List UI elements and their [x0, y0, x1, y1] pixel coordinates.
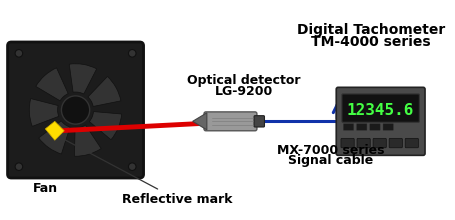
FancyBboxPatch shape: [341, 138, 354, 148]
Wedge shape: [39, 121, 70, 154]
FancyBboxPatch shape: [373, 138, 386, 148]
FancyBboxPatch shape: [357, 138, 370, 148]
FancyBboxPatch shape: [336, 87, 425, 155]
Wedge shape: [29, 99, 59, 126]
Text: Reflective mark: Reflective mark: [61, 138, 233, 206]
Circle shape: [15, 50, 23, 57]
FancyBboxPatch shape: [383, 124, 394, 130]
FancyBboxPatch shape: [389, 138, 402, 148]
FancyBboxPatch shape: [204, 112, 257, 131]
Text: LG-9200: LG-9200: [215, 85, 273, 98]
Text: Fan: Fan: [33, 182, 58, 195]
Polygon shape: [46, 121, 64, 140]
FancyBboxPatch shape: [405, 138, 419, 148]
FancyBboxPatch shape: [342, 94, 420, 122]
FancyBboxPatch shape: [357, 124, 367, 130]
Circle shape: [128, 163, 136, 171]
Text: Optical detector: Optical detector: [187, 74, 300, 87]
Text: Digital Tachometer: Digital Tachometer: [297, 23, 445, 37]
FancyBboxPatch shape: [8, 42, 144, 178]
Wedge shape: [69, 64, 96, 94]
Polygon shape: [192, 113, 207, 130]
Circle shape: [15, 163, 23, 171]
FancyBboxPatch shape: [344, 124, 354, 130]
Wedge shape: [89, 112, 121, 140]
Circle shape: [128, 50, 136, 57]
FancyBboxPatch shape: [254, 116, 264, 127]
Text: Signal cable: Signal cable: [288, 154, 373, 167]
Wedge shape: [36, 68, 68, 101]
Wedge shape: [88, 77, 121, 106]
Text: 12345.6: 12345.6: [347, 103, 415, 118]
Text: MX-7000 series: MX-7000 series: [277, 144, 384, 157]
FancyBboxPatch shape: [370, 124, 380, 130]
Text: TM-4000 series: TM-4000 series: [311, 35, 431, 49]
Circle shape: [61, 96, 90, 124]
Wedge shape: [75, 125, 101, 156]
